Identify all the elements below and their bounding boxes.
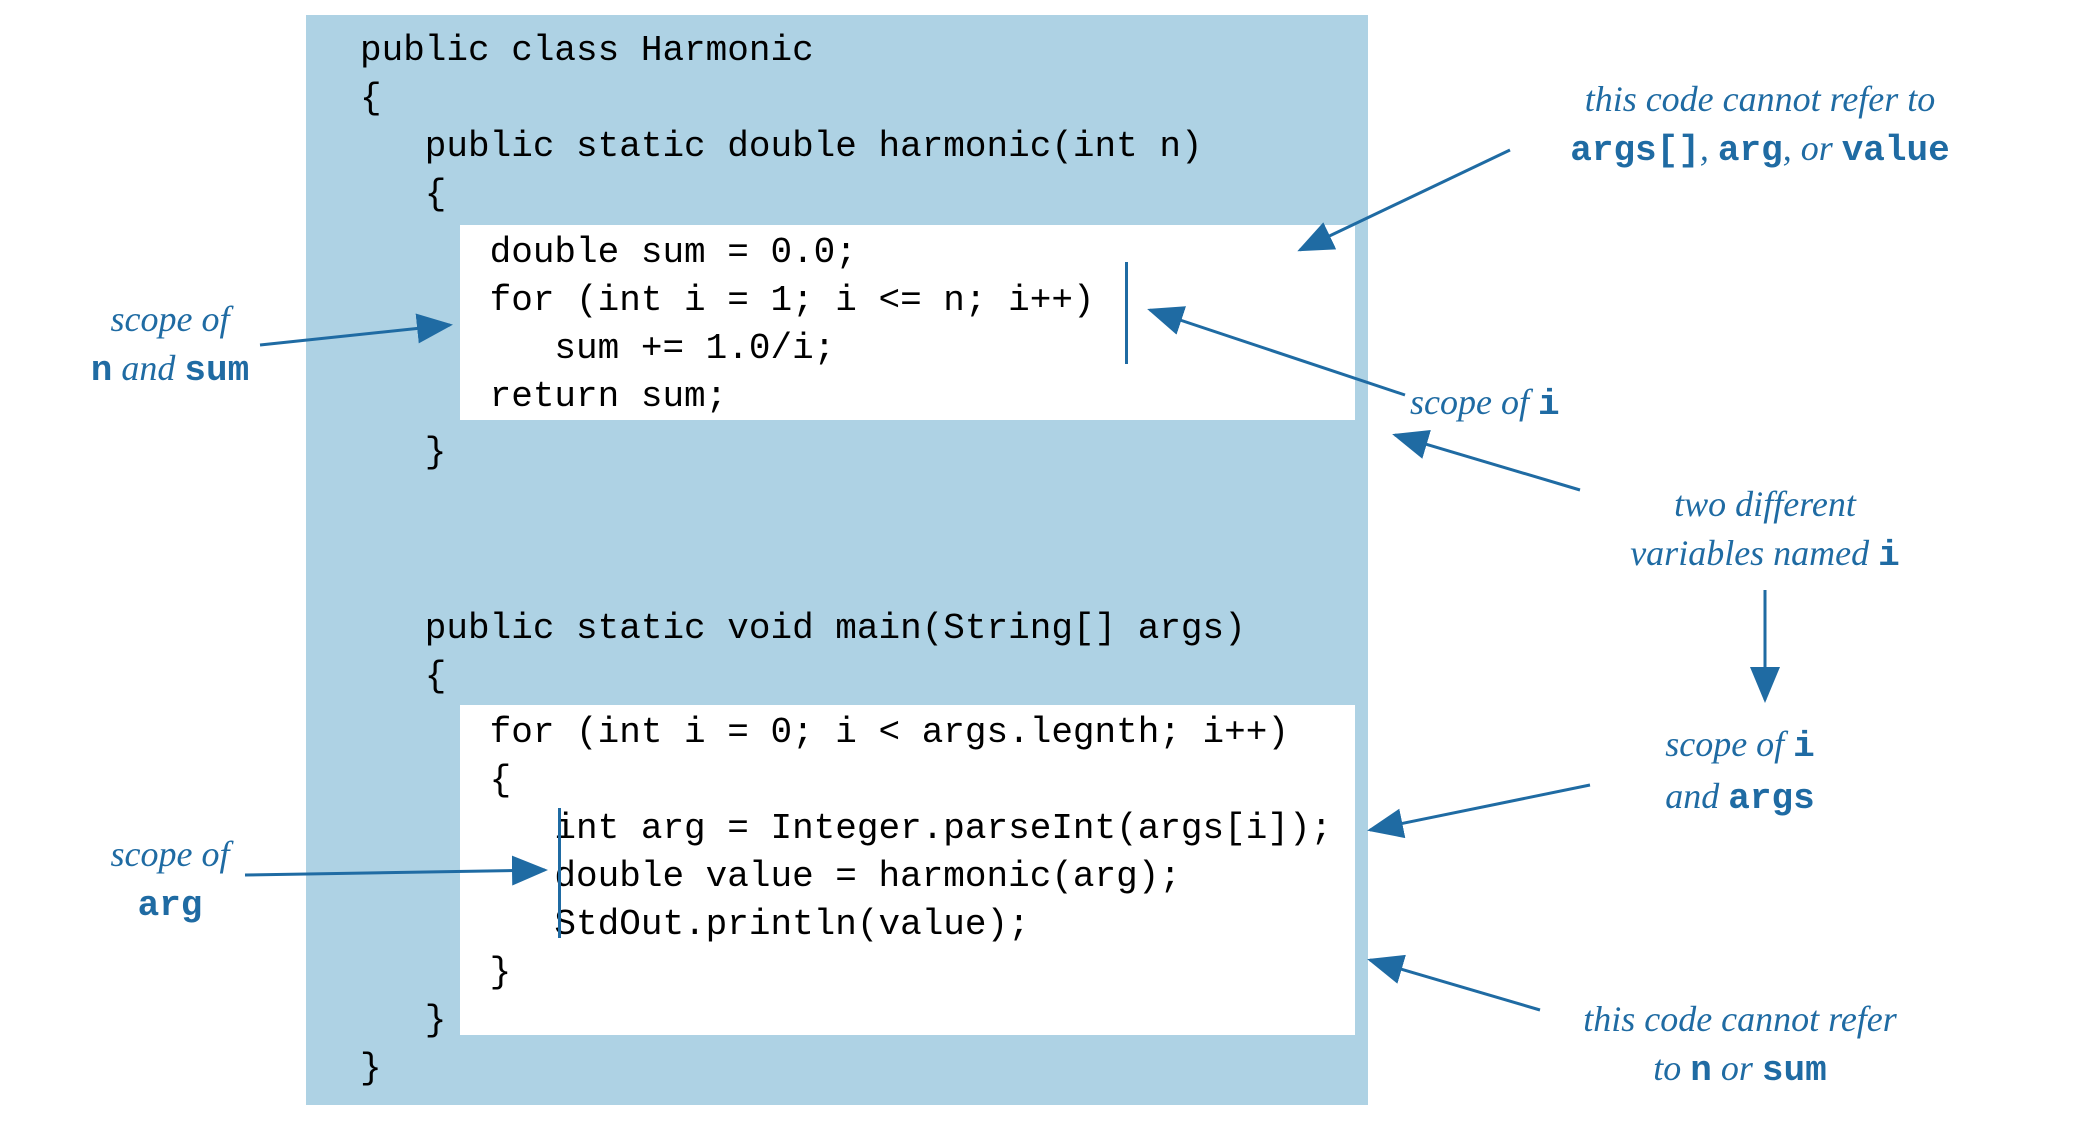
annotation-cannot-refer-n: this code cannot refer to n or sum xyxy=(1500,995,1980,1095)
annotation-scope-i-top: scope of i xyxy=(1410,378,1660,430)
scope-marker-arg xyxy=(558,808,561,938)
annotation-mono: n xyxy=(91,350,113,391)
code-line-1: public class Harmonic xyxy=(360,30,814,71)
annotation-text: scope of xyxy=(1665,724,1793,764)
annotation-text: this code cannot refer to xyxy=(1585,79,1936,119)
code-line-11: { xyxy=(360,656,446,697)
code-line-17: } xyxy=(360,952,511,993)
annotation-text: and xyxy=(112,348,184,388)
annotation-text: or xyxy=(1712,1048,1762,1088)
annotation-scope-arg: scope of arg xyxy=(70,830,270,930)
code-line-4: { xyxy=(360,174,446,215)
annotation-mono: i xyxy=(1538,384,1560,425)
code-line-10: public static void main(String[] args) xyxy=(360,608,1246,649)
code-line-19: } xyxy=(360,1048,382,1089)
code-line-6: for (int i = 1; i <= n; i++) xyxy=(360,280,1095,321)
annotation-text: , xyxy=(1700,128,1718,168)
code-line-5: double sum = 0.0; xyxy=(360,232,857,273)
code-line-8: return sum; xyxy=(360,376,727,417)
code-line-16: StdOut.println(value); xyxy=(360,904,1030,945)
annotation-scope-n-sum: scope of n and sum xyxy=(55,295,285,395)
code-line-2: { xyxy=(360,78,382,119)
annotation-two-different-i: two different variables named i xyxy=(1550,480,1980,580)
annotation-text: this code cannot refer xyxy=(1583,999,1897,1039)
annotation-mono: args xyxy=(1728,778,1814,819)
code-line-7: sum += 1.0/i; xyxy=(360,328,835,369)
annotation-text: variables named xyxy=(1630,533,1878,573)
scope-marker-i-top xyxy=(1125,262,1128,364)
code-line-18: } xyxy=(360,1000,446,1041)
annotation-mono: sum xyxy=(1762,1050,1827,1091)
annotation-mono: i xyxy=(1793,726,1815,767)
annotation-mono: value xyxy=(1842,130,1950,171)
annotation-text: to xyxy=(1653,1048,1690,1088)
annotation-mono: i xyxy=(1878,535,1900,576)
code-line-3: public static double harmonic(int n) xyxy=(360,126,1203,167)
code-line-9: } xyxy=(360,432,446,473)
code-line-15: double value = harmonic(arg); xyxy=(360,856,1181,897)
annotation-mono: arg xyxy=(1718,130,1783,171)
annotation-mono: sum xyxy=(184,350,249,391)
annotation-mono: arg xyxy=(138,885,203,926)
code-line-14: int arg = Integer.parseInt(args[i]); xyxy=(360,808,1332,849)
annotation-scope-i-args: scope of i and args xyxy=(1590,720,1890,823)
annotation-cannot-refer-args: this code cannot refer to args[], arg, o… xyxy=(1490,75,2030,175)
annotation-text: scope of xyxy=(111,299,230,339)
code-line-12: for (int i = 0; i < args.legnth; i++) xyxy=(360,712,1289,753)
annotation-text: , or xyxy=(1783,128,1842,168)
annotation-mono: args[] xyxy=(1570,130,1700,171)
annotation-text: and xyxy=(1665,776,1728,816)
annotation-text: two different xyxy=(1674,484,1856,524)
annotation-text: scope of xyxy=(111,834,230,874)
annotation-mono: n xyxy=(1690,1050,1712,1091)
annotation-text: scope of xyxy=(1410,382,1538,422)
code-line-13: { xyxy=(360,760,511,801)
